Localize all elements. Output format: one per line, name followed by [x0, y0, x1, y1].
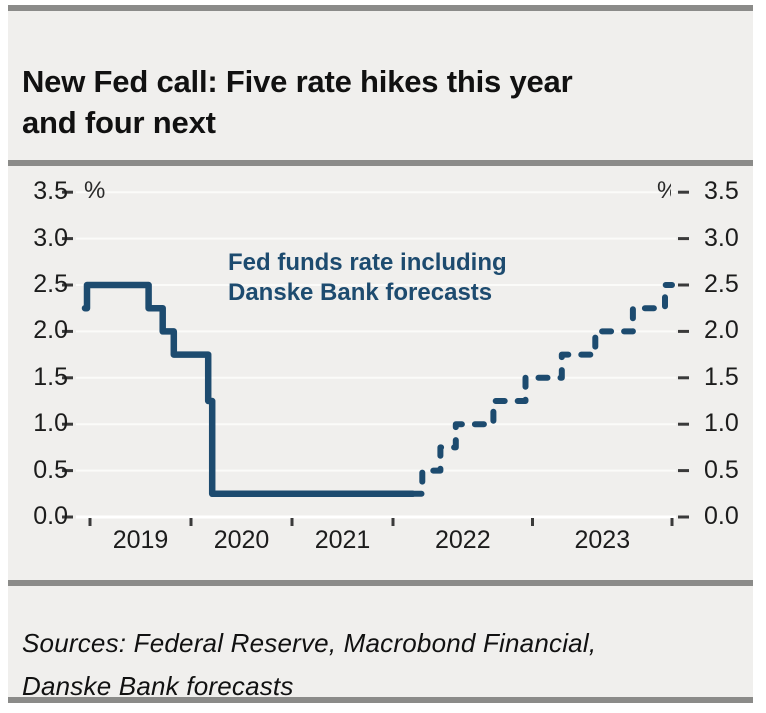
sources-divider-bar — [8, 580, 753, 586]
y-axis-label-right: 1.5 — [704, 362, 739, 391]
y-axis-label-right: 1.0 — [704, 409, 739, 438]
y-axis-label-left: 2.5 — [33, 269, 68, 298]
y-axis-label-left: 3.0 — [33, 223, 68, 252]
rate-line-chart — [62, 190, 689, 526]
y-axis-label-left: 1.5 — [33, 362, 68, 391]
chart-area: % % Fed funds rate including Danske Bank… — [8, 166, 753, 580]
x-axis-year-label: 2020 — [213, 526, 270, 554]
y-axis-label-right: 3.0 — [704, 223, 739, 252]
x-axis-year-label: 2022 — [434, 526, 491, 554]
page-title: New Fed call: Five rate hikes this year … — [22, 63, 573, 140]
sources-panel — [8, 586, 753, 697]
y-axis-label-right: 2.5 — [704, 269, 739, 298]
y-axis-label-right: 3.5 — [704, 177, 739, 206]
y-axis-label-right: 2.0 — [704, 316, 739, 345]
title-divider-bar — [8, 160, 753, 166]
forecast-dashed-line — [409, 282, 675, 497]
y-axis-label-right: 0.5 — [704, 455, 739, 484]
y-axis-label-left: 3.5 — [33, 177, 68, 206]
y-axis-unit-right-clipped: % — [657, 177, 671, 205]
x-axis-year-label: 2021 — [314, 526, 371, 554]
sources-text: Sources: Federal Reserve, Macrobond Fina… — [22, 628, 597, 701]
y-axis-label-left: 2.0 — [33, 316, 68, 345]
series-annotation: Fed funds rate including Danske Bank for… — [228, 249, 507, 306]
y-axis-unit-left: % — [84, 177, 106, 204]
x-axis-year-label: 2019 — [112, 526, 169, 554]
top-border-bar — [8, 5, 753, 11]
header-panel — [8, 11, 753, 160]
y-axis-label-left: 0.5 — [33, 455, 68, 484]
history-solid-line — [81, 281, 416, 498]
y-axis-label-left: 1.0 — [33, 409, 68, 438]
x-axis-year-label: 2023 — [574, 526, 631, 554]
y-axis-label-right: 0.0 — [704, 501, 739, 530]
bottom-border-bar — [8, 697, 753, 703]
y-axis-label-left: 0.0 — [33, 501, 68, 530]
percent-glyph: % — [657, 177, 671, 204]
